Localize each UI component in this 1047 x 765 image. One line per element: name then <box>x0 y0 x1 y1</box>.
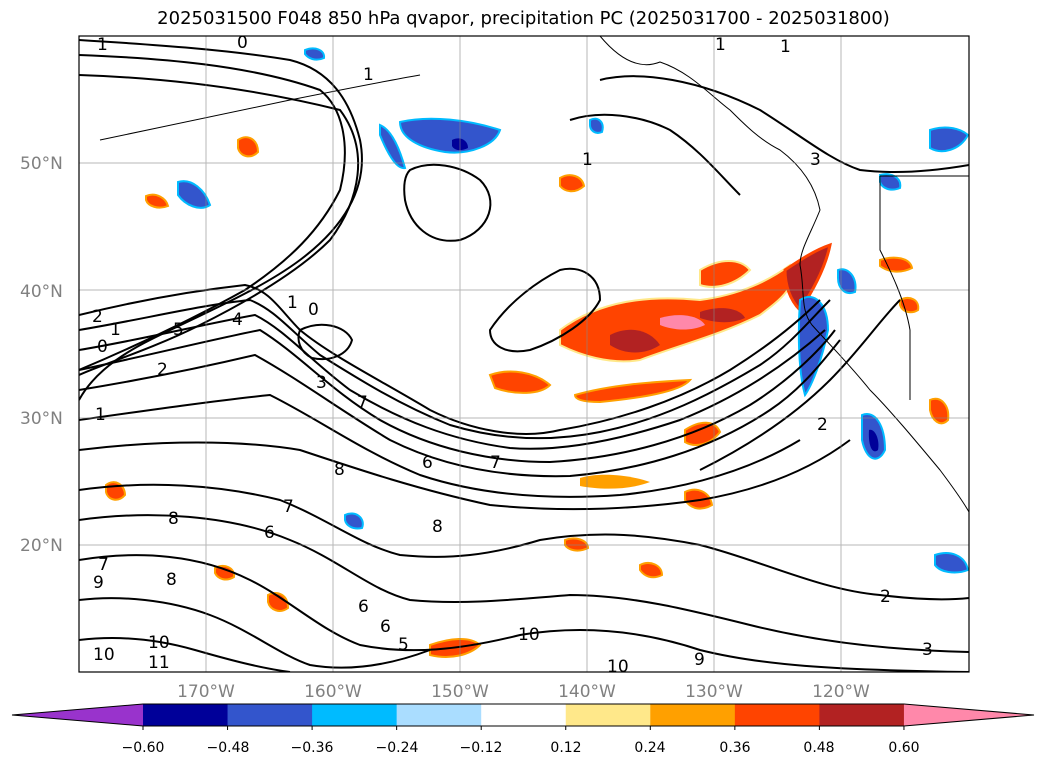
contour-label: 6 <box>380 617 391 637</box>
colorbar-segment <box>312 704 398 726</box>
colorbar-segment <box>143 704 229 726</box>
colorbar-tick-label: 0.60 <box>888 740 919 756</box>
contour-label: 5 <box>173 320 184 340</box>
contour-label: 8 <box>166 570 177 590</box>
contour-label: 10 <box>93 645 115 665</box>
colorbar-tick-label: 0.36 <box>719 740 750 756</box>
contour-label: 9 <box>694 650 705 670</box>
colorbar-tick-label: 0.48 <box>803 740 834 756</box>
lat-label-30n: 30°N <box>20 409 63 429</box>
graticule <box>79 36 969 672</box>
colorbar: −0.60 −0.48 −0.36 −0.24 −0.12 0.12 0.24 … <box>11 703 1035 756</box>
lat-label-20n: 20°N <box>20 536 63 556</box>
colorbar-extend-max <box>903 704 1034 726</box>
contour-label: 1 <box>780 37 791 57</box>
lat-label-40n: 40°N <box>20 282 63 302</box>
lon-label-130w: 130°W <box>685 682 743 702</box>
contour-label: 1 <box>582 150 593 170</box>
map-area: 1 0 1 1 1 3 2 1 5 4 0 1 0 2 3 7 6 7 8 7 … <box>79 33 969 677</box>
colorbar-tick-label: 0.12 <box>550 740 581 756</box>
contour-label: 3 <box>922 640 933 660</box>
contour-label: 8 <box>432 517 443 537</box>
colorbar-ticks: −0.60 −0.48 −0.36 −0.24 −0.12 0.12 0.24 … <box>122 740 920 756</box>
contour-label: 0 <box>308 300 319 320</box>
contour-label: 4 <box>232 310 243 330</box>
colorbar-tick-label: −0.36 <box>291 740 334 756</box>
contour-label: 7 <box>283 497 294 517</box>
contour-label: 5 <box>398 635 409 655</box>
contour-label: 3 <box>316 373 327 393</box>
latitude-labels: 50°N 40°N 30°N 20°N <box>20 154 63 556</box>
contour-label: 10 <box>607 657 629 677</box>
colorbar-segment <box>819 704 905 726</box>
negative-precip-patches <box>177 47 969 574</box>
contour-label: 2 <box>817 415 828 435</box>
lon-label-170w: 170°W <box>177 682 235 702</box>
contour-label: 2 <box>92 307 103 327</box>
colorbar-tick-label: 0.24 <box>634 740 665 756</box>
colorbar-tick-label: −0.60 <box>122 740 165 756</box>
colorbar-tick-label: −0.48 <box>207 740 250 756</box>
contour-label: 1 <box>110 320 121 340</box>
contour-label: 7 <box>357 393 368 413</box>
contour-label: 6 <box>422 453 433 473</box>
colorbar-segments <box>11 703 1035 730</box>
qvapor-contours <box>79 39 969 672</box>
contour-label: 10 <box>148 633 170 653</box>
contour-label: 0 <box>237 33 248 53</box>
contour-label: 8 <box>168 509 179 529</box>
map-title: 2025031500 F048 850 hPa qvapor, precipit… <box>157 8 890 29</box>
contour-label: 3 <box>810 150 821 170</box>
contour-label: 1 <box>715 35 726 55</box>
lon-label-160w: 160°W <box>304 682 362 702</box>
contour-labels: 1 0 1 1 1 3 2 1 5 4 0 1 0 2 3 7 6 7 8 7 … <box>92 33 933 677</box>
map-frame <box>78 35 970 673</box>
colorbar-segment <box>227 704 313 726</box>
lon-label-120w: 120°W <box>812 682 870 702</box>
contour-label: 10 <box>518 625 540 645</box>
coastlines <box>99 36 969 513</box>
longitude-labels: 170°W 160°W 150°W 140°W 130°W 120°W <box>177 682 870 702</box>
contour-label: 11 <box>148 653 170 673</box>
contour-label: 0 <box>97 337 108 357</box>
contour-label: 1 <box>287 293 298 313</box>
contour-label: 9 <box>93 573 104 593</box>
colorbar-segment <box>734 704 820 726</box>
colorbar-extend-min <box>12 704 143 726</box>
colorbar-segment <box>481 704 567 726</box>
contour-label: 1 <box>97 35 108 55</box>
contour-label: 7 <box>490 453 501 473</box>
contour-label: 6 <box>358 597 369 617</box>
colorbar-tick-label: −0.24 <box>376 740 419 756</box>
lat-label-50n: 50°N <box>20 154 63 174</box>
contour-label: 1 <box>95 405 106 425</box>
positive-precip-patches <box>105 136 950 658</box>
lon-label-150w: 150°W <box>431 682 489 702</box>
contour-label: 2 <box>157 360 168 380</box>
colorbar-segment <box>396 704 482 726</box>
contour-label: 1 <box>363 65 374 85</box>
colorbar-segment <box>650 704 736 726</box>
colorbar-segment <box>565 704 651 726</box>
contour-label: 7 <box>98 555 109 575</box>
colorbar-tick-label: −0.12 <box>460 740 503 756</box>
contour-label: 2 <box>880 587 891 607</box>
lon-label-140w: 140°W <box>558 682 616 702</box>
contour-label: 8 <box>334 460 345 480</box>
contour-label: 6 <box>264 523 275 543</box>
